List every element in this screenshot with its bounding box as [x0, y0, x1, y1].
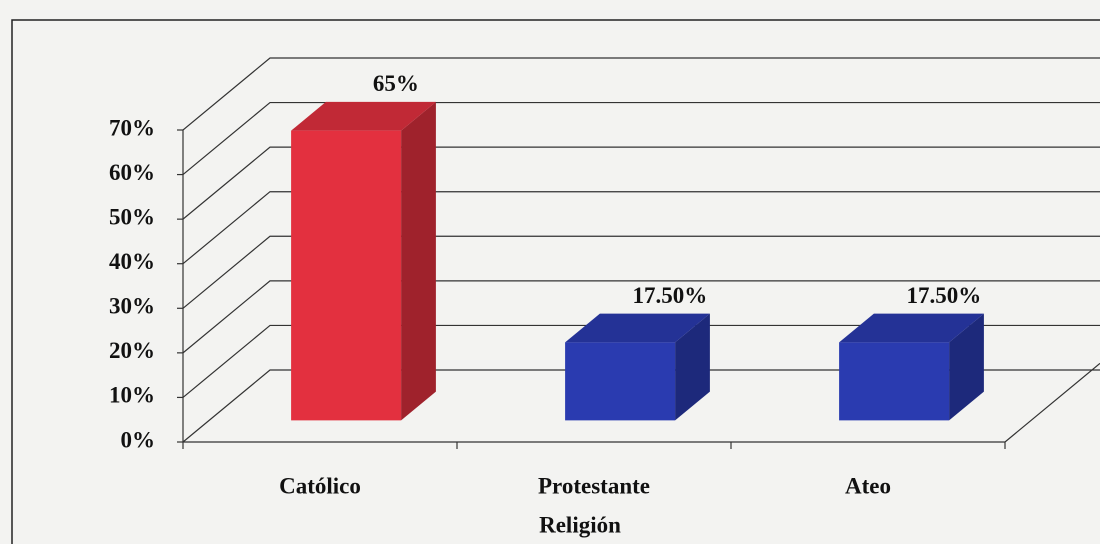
grid-line: [182, 101, 1100, 176]
x-axis-title: Religión: [539, 512, 621, 537]
y-tick-label: 0%: [121, 427, 156, 452]
bar-front: [839, 342, 950, 421]
frame: [11, 19, 1100, 544]
bar-front: [565, 342, 676, 421]
grid-line: [182, 191, 1100, 265]
y-tick-label: 60%: [109, 160, 155, 185]
grid-line: [182, 324, 1100, 398]
grid-line: [182, 369, 1100, 443]
value-label: 17.50%: [633, 283, 708, 308]
grid-line: [182, 280, 1100, 354]
value-label: 65%: [373, 71, 419, 96]
y-tick-label: 30%: [109, 294, 155, 319]
bar-side: [675, 313, 710, 421]
grid-line: [182, 57, 1100, 131]
bar-side: [949, 313, 984, 421]
bar-front: [291, 130, 402, 421]
x-tick-label: Protestante: [538, 473, 650, 498]
value-label: 17.50%: [907, 283, 982, 308]
y-tick-label: 20%: [109, 338, 155, 363]
x-tick-label: Católico: [279, 473, 361, 498]
bar-top: [291, 101, 436, 131]
bar-top: [839, 313, 984, 343]
bar-top: [565, 313, 710, 343]
y-tick-label: 40%: [109, 249, 155, 274]
y-tick-label: 50%: [109, 204, 155, 229]
y-tick-label: 70%: [109, 115, 155, 140]
x-tick-label: Ateo: [845, 473, 891, 498]
grid-line: [182, 146, 1100, 220]
bar-side: [401, 101, 436, 421]
y-tick-label: 10%: [109, 383, 155, 408]
grid-line: [182, 235, 1100, 309]
